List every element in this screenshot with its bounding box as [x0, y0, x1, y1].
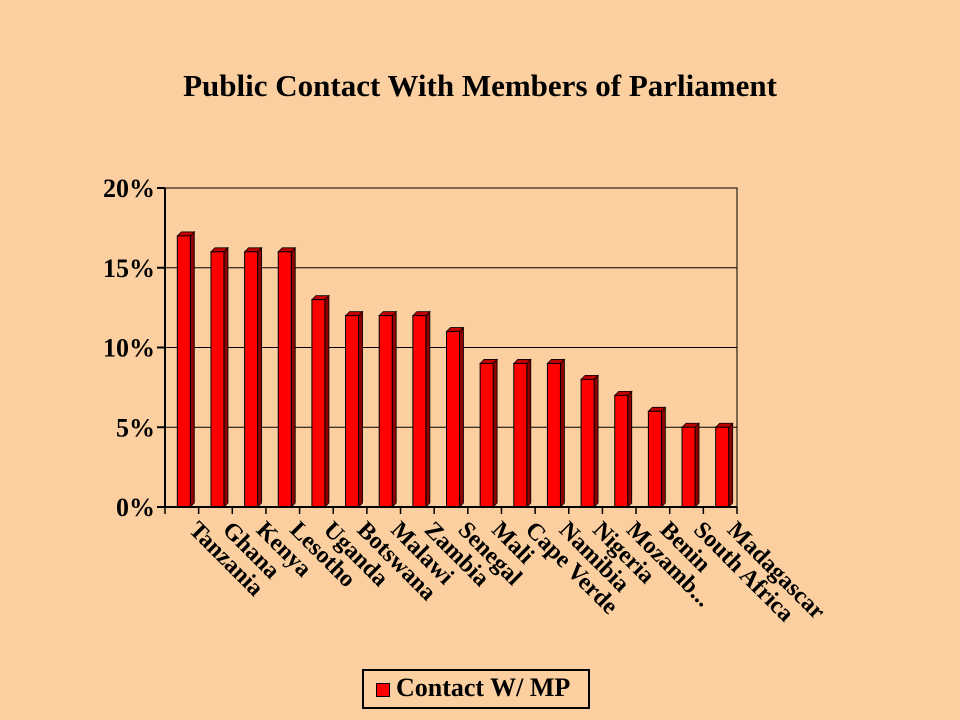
bar-side [560, 358, 565, 508]
bar-side [526, 358, 532, 508]
bar [345, 315, 360, 508]
bar-side [694, 422, 700, 508]
bar [580, 378, 595, 508]
bar-side [290, 246, 296, 508]
bar-side [223, 246, 229, 508]
bar [681, 426, 696, 508]
bar [412, 315, 427, 508]
y-tick-label: 0% [116, 493, 155, 522]
bar-side [358, 310, 363, 508]
bar [614, 394, 629, 508]
bar-side [459, 326, 464, 508]
bar [647, 410, 662, 508]
bar [176, 235, 191, 508]
bar [210, 251, 225, 508]
legend: Contact W/ MP [362, 669, 590, 709]
bar [715, 426, 730, 508]
bar [546, 362, 561, 508]
bar [311, 299, 326, 508]
bar-side [189, 230, 195, 508]
chart-title: Public Contact With Members of Parliamen… [183, 68, 777, 103]
legend-label: Contact W/ MP [396, 673, 571, 702]
bar-side [492, 358, 498, 508]
y-tick-label: 15% [103, 254, 155, 283]
bar-side [391, 310, 397, 508]
bar [446, 331, 460, 508]
bar [378, 315, 393, 508]
bar-chart: 0%5%10%15%20%TanzaniaGhanaKenyaLesothoUg… [103, 174, 830, 627]
bar-side [324, 294, 330, 508]
bar [277, 251, 292, 508]
legend-swatch [376, 683, 390, 697]
y-tick-label: 10% [103, 334, 155, 363]
bar-side [425, 310, 431, 508]
bar-side [627, 390, 633, 508]
bar-side [257, 246, 263, 508]
bar-side [728, 422, 734, 508]
bar [513, 362, 528, 508]
bar-side [660, 406, 666, 508]
bar-side [593, 374, 599, 508]
bar [479, 362, 494, 508]
y-tick-label: 5% [116, 413, 155, 442]
bar [244, 251, 259, 508]
y-tick-label: 20% [103, 174, 155, 203]
